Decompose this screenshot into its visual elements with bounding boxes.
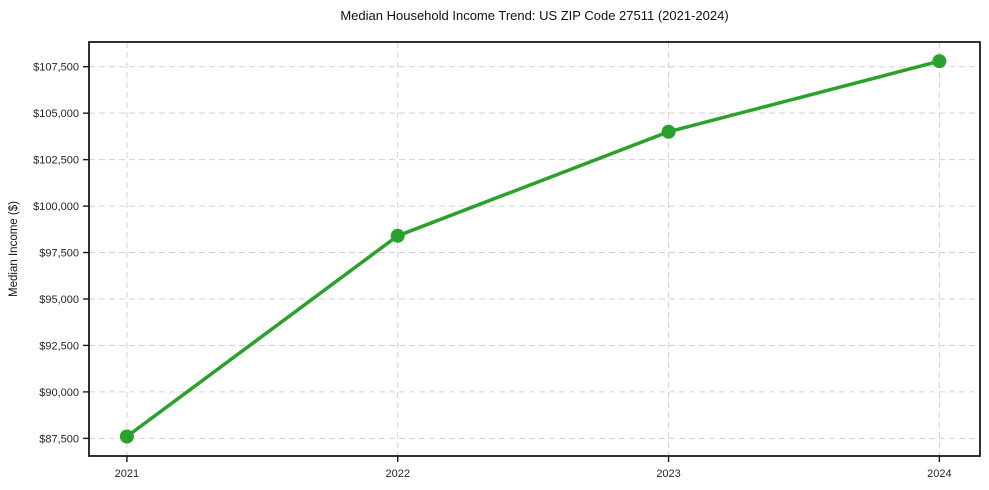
y-tick-label: $100,000 (33, 201, 79, 213)
data-point-marker (390, 228, 405, 243)
y-tick-label: $107,500 (33, 62, 79, 74)
plot-border (88, 41, 981, 457)
y-tick-label: $105,000 (33, 108, 79, 120)
x-tick-label: 2024 (927, 468, 951, 480)
x-tick-label: 2021 (115, 468, 139, 480)
y-tick-label: $95,000 (39, 294, 79, 306)
income-trend-line (125, 59, 942, 439)
chart-title: Median Household Income Trend: US ZIP Co… (340, 8, 729, 23)
y-tick-label: $87,500 (39, 433, 79, 445)
y-tick-label: $90,000 (39, 387, 79, 399)
y-tick-label: $92,500 (39, 340, 79, 352)
data-point-marker (932, 54, 947, 69)
data-point-marker (119, 429, 134, 444)
x-tick-label: 2023 (656, 468, 680, 480)
data-point-marker (661, 124, 676, 139)
y-tick-label: $97,500 (39, 248, 79, 260)
y-tick-label: $102,500 (33, 155, 79, 167)
x-tick-label: 2022 (385, 468, 409, 480)
